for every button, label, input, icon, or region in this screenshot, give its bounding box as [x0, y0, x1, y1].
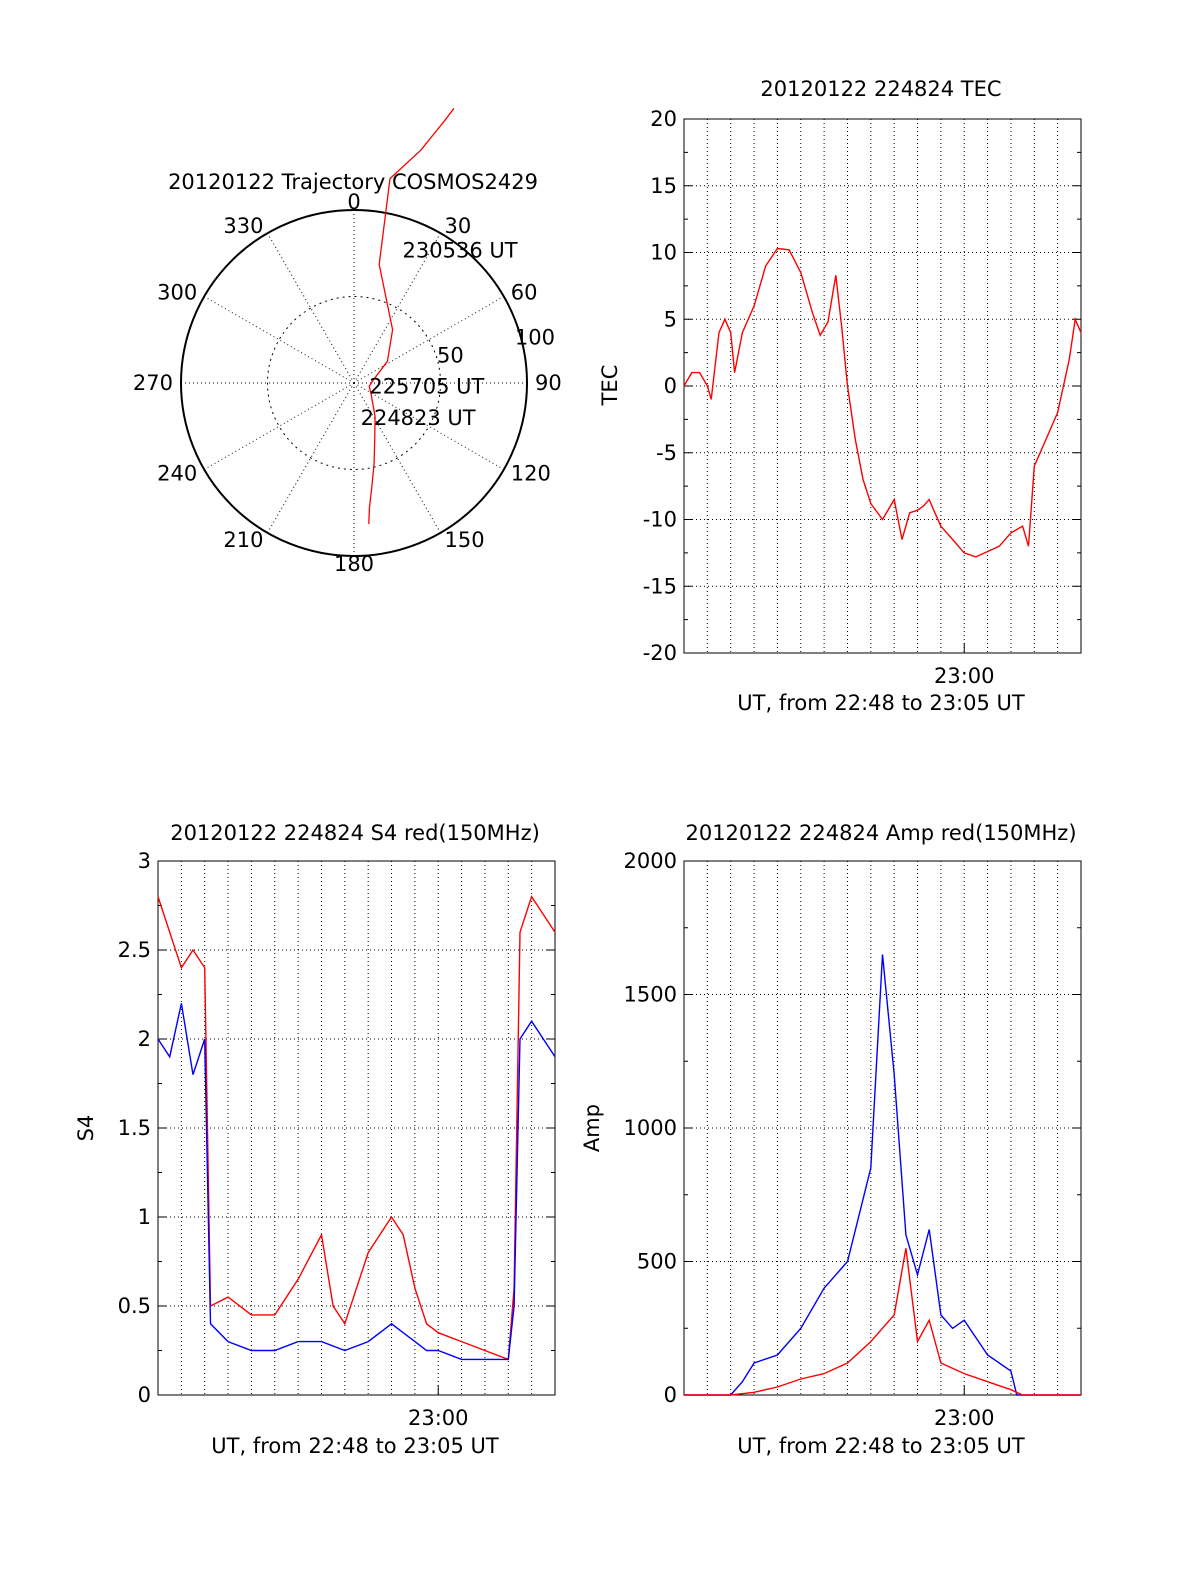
s4-title: 20120122 224824 S4 red(150MHz): [170, 821, 540, 845]
series-line-1: [684, 1248, 1081, 1396]
polar-angle-label: 210: [223, 528, 263, 552]
xtick-label: 23:00: [934, 664, 995, 688]
polar-angle-label: 0: [347, 190, 360, 214]
polar-angle-label: 150: [445, 528, 485, 552]
ytick-label: 20: [650, 107, 677, 131]
polar-angle-label: 30: [445, 214, 472, 238]
ytick-label: -10: [643, 508, 677, 532]
ytick-label: 1500: [624, 983, 677, 1007]
amp-series: [684, 954, 1081, 1396]
ytick-label: 2: [138, 1027, 151, 1051]
tec-axes: 20 15 10 5 0 -5 -10 -15 -20 23:00: [643, 107, 1082, 688]
polar-spoke-150: [353, 382, 441, 534]
s4-axes: 3 2.5 2 1.5 1 0.5 0 23:00: [118, 849, 556, 1430]
polar-spoke-120: [353, 382, 505, 470]
polar-spoke-300: [203, 296, 355, 384]
ytick-label: 3: [138, 849, 151, 873]
polar-trajectory-chart: 20120122 Trajectory COSMOS2429 0 30 60 90 12…: [133, 107, 562, 576]
ytick-label: 0: [664, 1383, 677, 1407]
ytick-label: 0.5: [118, 1294, 151, 1318]
polar-angle-label: 270: [133, 371, 173, 395]
ytick-label: -5: [656, 441, 677, 465]
ytick-label: 5: [664, 307, 677, 331]
ytick-label: -15: [643, 574, 677, 598]
polar-radius-label: 50: [437, 344, 464, 368]
polar-angle-label: 60: [511, 281, 538, 305]
tec-series: [683, 247, 1082, 558]
tec-chart: 20120122 224824 TEC 20151050-5-10-15-202…: [598, 77, 1082, 715]
tec-ylabel: TEC: [598, 365, 622, 407]
polar-time-annotation: 224823 UT: [361, 406, 476, 430]
ytick-label: 2.5: [118, 938, 151, 962]
tec-xlabel: UT, from 22:48 to 23:05 UT: [737, 691, 1025, 715]
polar-spoke-60: [353, 296, 505, 384]
series-line-0: [684, 954, 1081, 1396]
amp-axes: 2000 1500 1000 500 0 23:00: [624, 849, 1082, 1430]
polar-grid: [180, 209, 528, 557]
ytick-label: 1: [138, 1205, 151, 1229]
ytick-label: -20: [643, 641, 677, 665]
polar-ring-50: [267, 296, 441, 470]
polar-time-annotation: 225705 UT: [369, 375, 484, 399]
polar-radius-labels: 50 100: [437, 326, 555, 368]
amp-ylabel: Amp: [580, 1104, 604, 1152]
polar-annotations: 230536 UT 225705 UT 224823 UT: [361, 239, 518, 430]
polar-spoke-330: [267, 232, 355, 384]
series-line-0: [157, 894, 556, 1361]
ytick-label: 10: [650, 241, 677, 265]
plot-frame: [683, 860, 1082, 1396]
amp-chart: 20120122 224824 Amp red(150MHz) 2000 1500…: [580, 821, 1082, 1458]
polar-title: 20120122 Trajectory COSMOS2429: [168, 170, 538, 194]
polar-angle-label: 240: [157, 462, 197, 486]
ytick-label: 1.5: [118, 1116, 151, 1140]
s4-chart: 20120122 224824 S4 red(150MHz) 3 2.5 2 1.5 1…: [74, 821, 556, 1458]
tec-title: 20120122 224824 TEC: [760, 77, 1001, 101]
xtick-label: 23:00: [934, 1406, 995, 1430]
plot-frame: [683, 118, 1082, 654]
polar-spoke-30: [353, 232, 441, 384]
polar-angle-labels: 0 30 60 90 120 150 180 210 240 270 300 330: [133, 190, 562, 576]
series-line-0: [683, 247, 1082, 558]
polar-angle-label: 180: [334, 552, 374, 576]
amp-xlabel: UT, from 22:48 to 23:05 UT: [737, 1434, 1025, 1458]
plot-frame: [157, 860, 556, 1396]
s4-series: [157, 894, 556, 1361]
xtick-label: 23:00: [408, 1406, 469, 1430]
s4-ylabel: S4: [74, 1115, 98, 1142]
polar-spoke-210: [267, 382, 355, 534]
polar-radius-label: 100: [515, 326, 555, 350]
ytick-label: 0: [664, 374, 677, 398]
amp-title: 20120122 224824 Amp red(150MHz): [685, 821, 1076, 845]
polar-angle-label: 300: [157, 281, 197, 305]
ytick-label: 0: [138, 1383, 151, 1407]
ytick-label: 500: [637, 1250, 677, 1274]
polar-angle-label: 330: [223, 214, 263, 238]
polar-time-annotation: 230536 UT: [403, 239, 518, 263]
ytick-label: 2000: [624, 849, 677, 873]
polar-series: [368, 107, 455, 525]
polar-angle-label: 120: [511, 462, 551, 486]
s4-xlabel: UT, from 22:48 to 23:05 UT: [211, 1434, 499, 1458]
polar-trajectory-line-0: [368, 107, 455, 525]
polar-spoke-240: [203, 382, 355, 470]
series-line-1: [157, 1003, 556, 1361]
ytick-label: 15: [650, 174, 677, 198]
polar-angle-label: 90: [535, 371, 562, 395]
ytick-label: 1000: [624, 1116, 677, 1140]
